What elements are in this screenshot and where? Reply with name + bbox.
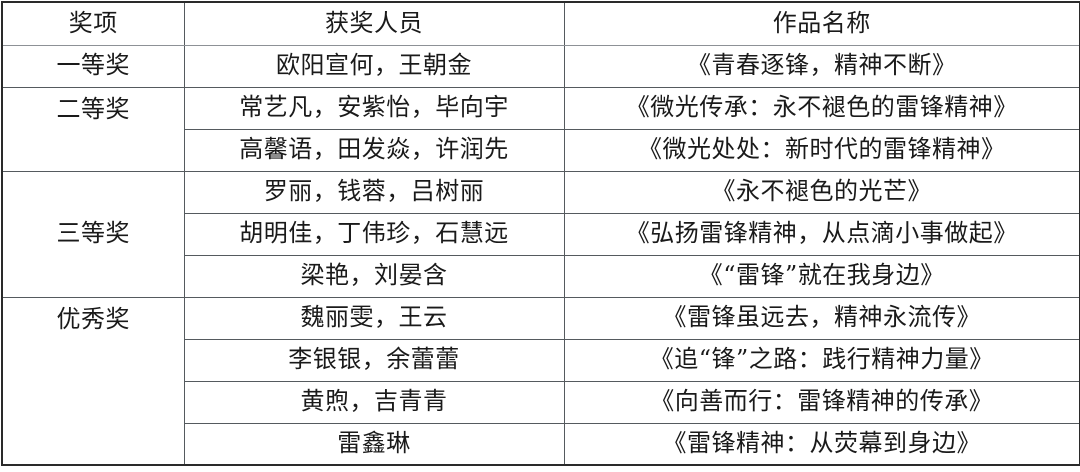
award-category-cell: 三等奖 [1, 170, 185, 298]
winner-names-cell: 欧阳宣何，王朝金 [183, 44, 565, 88]
table-row: 黄煦，吉青青 《向善而行：雷锋精神的传承》 [2, 380, 1080, 424]
award-category-cell: 优秀奖 [1, 296, 185, 466]
work-title-cell: 《雷锋虽远去，精神永流传》 [563, 296, 1080, 340]
table-row: 二等奖 常艺凡，安紫怡，毕向宇 《微光传承：永不褪色的雷锋精神》 [1, 86, 1080, 172]
column-header-award: 奖项 [1, 1, 185, 46]
table-row: 高馨语，田发焱，许润先 《微光处处：新时代的雷锋精神》 [2, 128, 1080, 172]
winner-names-cell: 李银银，余蕾蕾 [183, 338, 565, 382]
table-row: 三等奖 罗丽，钱蓉，吕树丽 《永不褪色的光芒》 [1, 170, 1080, 298]
work-title-cell: 《微光处处：新时代的雷锋精神》 [563, 128, 1080, 172]
winner-names-cell: 雷鑫琳 [183, 422, 565, 466]
work-title-cell: 《青春逐锋，精神不断》 [563, 44, 1080, 88]
work-title-cell: 《雷锋精神：从荧幕到身边》 [563, 422, 1080, 466]
winner-names-cell: 梁艳，刘晏含 [183, 254, 565, 298]
winner-names-cell: 高馨语，田发焱，许润先 [183, 128, 565, 172]
winner-names-cell: 常艺凡，安紫怡，毕向宇 [183, 86, 565, 130]
work-title-cell: 《弘扬雷锋精神，从点滴小事做起》 [563, 212, 1080, 256]
award-category-cell: 二等奖 [1, 86, 185, 172]
column-header-people: 获奖人员 [183, 1, 565, 46]
table-header: 奖项 获奖人员 作品名称 [1, 1, 1080, 46]
work-title-cell: 《追“锋”之路：践行精神力量》 [563, 338, 1080, 382]
award-category-cell: 一等奖 [1, 44, 185, 88]
work-title-cell: 《永不褪色的光芒》 [563, 170, 1080, 214]
winner-names-cell: 罗丽，钱蓉，吕树丽 [183, 170, 565, 214]
table-body: 一等奖 欧阳宣何，王朝金 《青春逐锋，精神不断》 二等奖 常艺凡，安紫怡，毕向宇 《微光传… [1, 44, 1080, 466]
table-row: 一等奖 欧阳宣何，王朝金 《青春逐锋，精神不断》 [1, 44, 1080, 88]
winner-names-cell: 胡明佳，丁伟珍，石慧远 [183, 212, 565, 256]
table-row: 雷鑫琳 《雷锋精神：从荧幕到身边》 [2, 422, 1080, 466]
work-title-cell: 《“雷锋”就在我身边》 [563, 254, 1080, 298]
work-title-cell: 《向善而行：雷锋精神的传承》 [563, 380, 1080, 424]
table-header-row: 奖项 获奖人员 作品名称 [1, 1, 1080, 46]
winner-names-cell: 黄煦，吉青青 [183, 380, 565, 424]
column-header-work: 作品名称 [563, 1, 1080, 46]
table-row: 优秀奖 魏丽雯，王云 《雷锋虽远去，精神永流传》 [1, 296, 1080, 466]
winner-names-cell: 魏丽雯，王云 [183, 296, 565, 340]
work-title-cell: 《微光传承：永不褪色的雷锋精神》 [563, 86, 1080, 130]
